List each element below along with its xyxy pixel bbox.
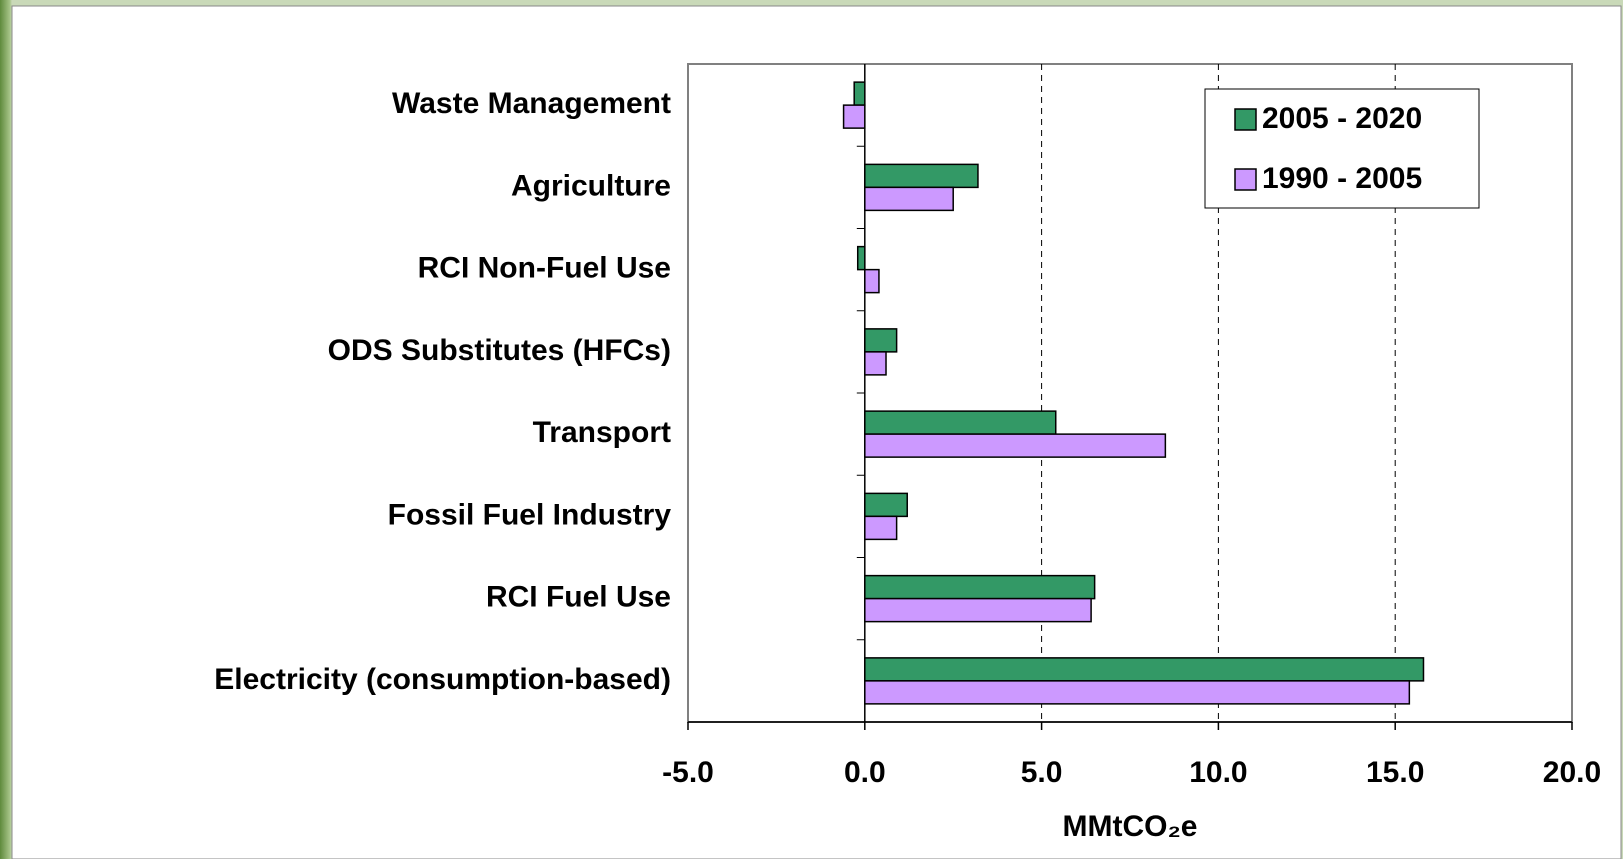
- bar: [842, 104, 866, 129]
- y-tick-label: Transport: [533, 416, 671, 449]
- bar: [864, 163, 979, 189]
- y-tick-label: RCI Non-Fuel Use: [418, 252, 671, 285]
- y-tick-label: ODS Substitutes (HFCs): [328, 334, 671, 367]
- bar: [864, 410, 1057, 435]
- x-axis-label: MMtCO₂e: [1063, 810, 1198, 843]
- x-tick-label: 5.0: [1021, 756, 1063, 789]
- bar: [864, 515, 898, 541]
- y-tick-label: Electricity (consumption-based): [214, 663, 671, 696]
- bar: [856, 245, 866, 271]
- legend-label: 2005 - 2020: [1262, 102, 1422, 135]
- bar: [853, 81, 866, 106]
- legend-label: 1990 - 2005: [1262, 162, 1422, 195]
- bar: [864, 574, 1096, 600]
- bar: [864, 268, 880, 294]
- bar: [864, 657, 1425, 682]
- y-tick-label: RCI Fuel Use: [486, 581, 671, 614]
- legend-swatch: [1234, 108, 1257, 131]
- y-tick-label: Agriculture: [511, 169, 671, 202]
- bar: [864, 186, 954, 212]
- bar: [864, 680, 1411, 705]
- x-tick-label: -5.0: [662, 756, 714, 789]
- x-tick-label: 0.0: [844, 756, 886, 789]
- bar: [864, 597, 1092, 623]
- y-tick-label: Fossil Fuel Industry: [388, 498, 672, 531]
- x-tick-label: 10.0: [1189, 756, 1247, 789]
- bar: [864, 492, 908, 518]
- bar: [864, 351, 887, 376]
- y-tick-label: Waste Management: [392, 87, 671, 120]
- x-tick-label: 15.0: [1366, 756, 1424, 789]
- bar: [864, 328, 898, 353]
- legend-swatch: [1234, 168, 1257, 191]
- bar: [864, 433, 1167, 458]
- x-tick-label: 20.0: [1543, 756, 1601, 789]
